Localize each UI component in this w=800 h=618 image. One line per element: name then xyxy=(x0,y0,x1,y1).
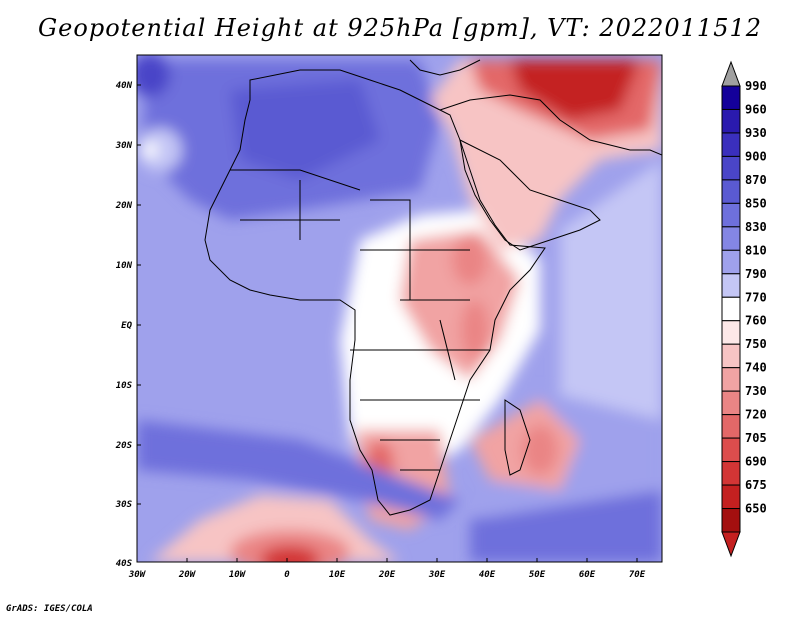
colorbar-label: 730 xyxy=(745,384,767,398)
colorbar-swatch xyxy=(721,390,741,416)
colorbar-label: 830 xyxy=(745,220,767,234)
colorbar-label: 690 xyxy=(745,455,767,469)
lon-tick-label: 60E xyxy=(579,570,596,580)
colorbar-label: 790 xyxy=(745,267,767,281)
colorbar-swatch xyxy=(721,249,741,275)
colorbar-label: 760 xyxy=(745,314,767,328)
lon-tick-label: 70E xyxy=(629,570,646,580)
lon-tick-label: 50E xyxy=(529,570,546,580)
colorbar-swatch xyxy=(721,414,741,439)
lat-tick-label: 20N xyxy=(115,201,133,211)
lon-tick-label: 10W xyxy=(229,570,247,580)
colorbar-label: 990 xyxy=(745,79,767,93)
colorbar-label: 930 xyxy=(745,126,767,140)
colorbar-swatch xyxy=(721,108,741,134)
colorbar-label: 650 xyxy=(745,502,767,516)
lat-tick-label: 10N xyxy=(116,261,133,271)
coastlines xyxy=(204,59,662,516)
colorbar-label: 705 xyxy=(745,431,767,445)
colorbar-label: 770 xyxy=(745,290,767,304)
colorbar-label: 740 xyxy=(745,361,767,375)
colorbar-swatch xyxy=(721,320,741,345)
colorbar-label: 960 xyxy=(745,102,767,116)
lat-tick-label: EQ xyxy=(121,321,132,331)
grads-credit: GrADS: IGES/COLA xyxy=(6,604,93,614)
lat-tick-label: 20S xyxy=(115,441,133,451)
lat-tick-label: 30S xyxy=(115,500,133,510)
lon-tick-label: 20W xyxy=(178,570,197,580)
colorbar-swatch xyxy=(721,273,741,298)
map-title: Geopotential Height at 925hPa [gpm], VT:… xyxy=(38,14,762,42)
colorbar-bottom-arrow xyxy=(721,531,741,558)
colorbar-swatch xyxy=(721,155,741,181)
colorbar-swatch xyxy=(721,296,741,322)
colorbar-swatch xyxy=(721,343,741,369)
colorbar-label: 900 xyxy=(745,149,767,163)
colorbar-swatch xyxy=(721,437,741,463)
lon-tick-label: 20E xyxy=(378,570,396,580)
colorbar: 990 960 930 900 870 850 830 810 790 770 760 750 740 7… xyxy=(721,60,767,558)
colorbar-label: 850 xyxy=(745,196,767,210)
latitude-axis: 40N 30N 20N 10N EQ 10S 20S 30S 40S xyxy=(115,81,141,569)
colorbar-swatch xyxy=(721,367,741,392)
colorbar-swatch xyxy=(721,85,741,110)
colorbar-label: 750 xyxy=(745,337,767,351)
lat-tick-label: 40S xyxy=(116,559,133,569)
colorbar-swatch xyxy=(721,508,741,533)
colorbar-label: 810 xyxy=(745,243,767,257)
lon-tick-label: 10E xyxy=(329,570,346,580)
colorbar-label: 675 xyxy=(745,478,767,492)
colorbar-swatch xyxy=(721,179,741,204)
lon-tick-label: 40E xyxy=(479,570,496,580)
lat-tick-label: 10S xyxy=(116,381,133,391)
colorbar-swatch xyxy=(721,226,741,251)
lat-tick-label: 30N xyxy=(115,141,133,151)
colorbar-swatch xyxy=(721,202,741,228)
colorbar-top-arrow xyxy=(721,60,741,87)
lon-tick-label: 30E xyxy=(428,570,446,580)
colorbar-label: 870 xyxy=(745,173,767,187)
lat-tick-label: 40N xyxy=(116,81,133,91)
longitude-axis: 30W 20W 10W 0 10E 20E 30E 40E 50E 60E 70… xyxy=(128,558,646,580)
colorbar-swatch xyxy=(721,484,741,510)
height-field xyxy=(137,55,662,562)
lon-tick-label: 0 xyxy=(284,570,290,580)
colorbar-label: 720 xyxy=(745,408,767,422)
map-frame xyxy=(136,54,663,563)
colorbar-swatch xyxy=(721,132,741,157)
colorbar-swatch xyxy=(721,461,741,486)
lon-tick-label: 30W xyxy=(128,570,147,580)
